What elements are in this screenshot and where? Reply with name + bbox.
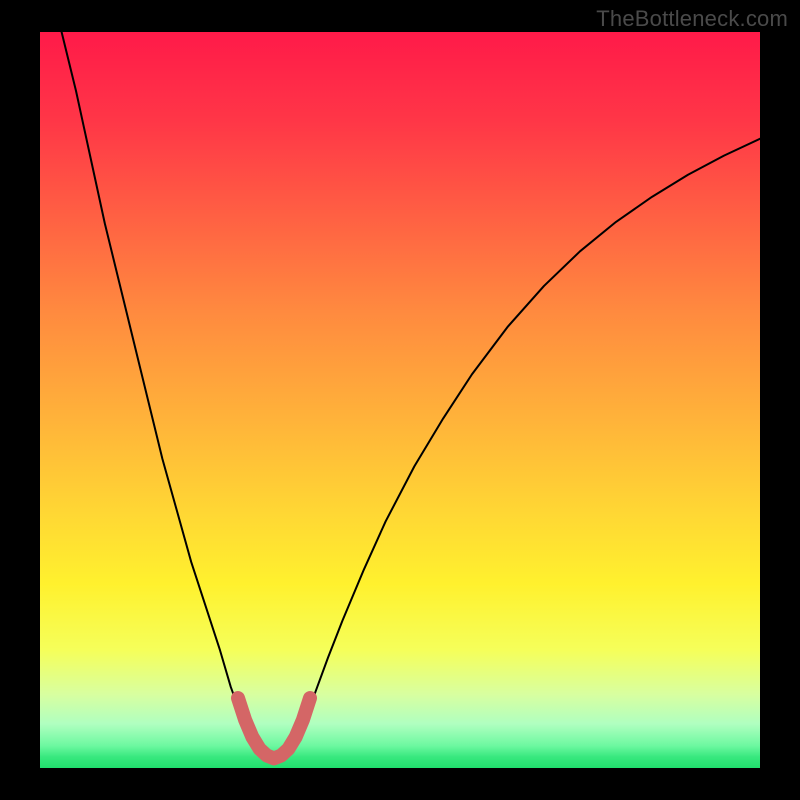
watermark-text: TheBottleneck.com — [596, 6, 788, 32]
chart-svg — [40, 32, 760, 768]
plot-area — [40, 32, 760, 768]
chart-container: TheBottleneck.com — [0, 0, 800, 800]
